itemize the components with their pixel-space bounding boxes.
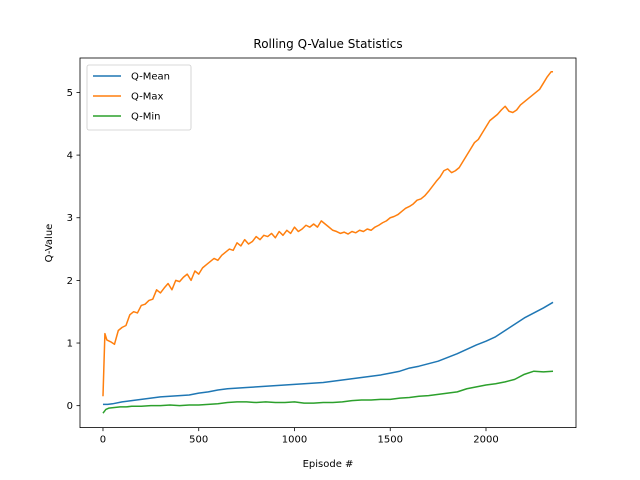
series-line-q-max	[102, 71, 554, 397]
x-tick-label: 500	[189, 435, 208, 446]
y-axis-ticks: 0 1 2 3 4 5	[67, 88, 80, 412]
x-axis-label: Episode #	[303, 459, 354, 470]
legend-label: Q-Mean	[131, 72, 170, 83]
legend-label: Q-Min	[131, 112, 161, 123]
y-tick-label: 0	[67, 401, 73, 412]
x-axis-ticks: 0 500 1000 1500 2000	[100, 427, 499, 446]
x-tick-label: 2000	[473, 435, 498, 446]
y-axis-label: Q-Value	[44, 224, 55, 263]
legend-label: Q-Max	[131, 92, 164, 103]
x-tick-label: 0	[100, 435, 106, 446]
y-tick-label: 1	[67, 339, 73, 350]
y-tick-label: 4	[67, 151, 73, 162]
series-line-q-min	[102, 370, 554, 414]
x-tick-label: 1000	[282, 435, 307, 446]
x-tick-label: 1500	[378, 435, 403, 446]
series-line-q-mean	[102, 301, 554, 406]
y-tick-label: 2	[67, 276, 73, 287]
legend-box	[86, 64, 192, 131]
y-tick-label: 3	[67, 213, 73, 224]
series-layer	[102, 71, 554, 414]
y-tick-label: 5	[67, 88, 73, 99]
chart-title: Rolling Q-Value Statistics	[253, 37, 402, 51]
legend: Q-Mean Q-Max Q-Min	[86, 64, 192, 131]
plot-area-frame	[79, 57, 577, 429]
